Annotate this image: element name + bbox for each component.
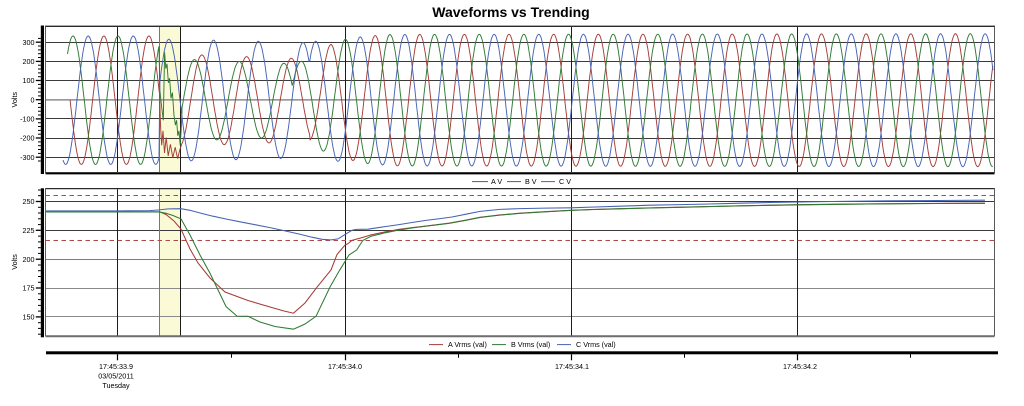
svg-text:C V: C V (559, 177, 571, 186)
svg-text:250: 250 (23, 197, 35, 206)
svg-text:A Vrms (val): A Vrms (val) (448, 340, 487, 349)
svg-text:03/05/2011: 03/05/2011 (98, 372, 133, 381)
svg-text:Waveforms vs Trending: Waveforms vs Trending (432, 4, 589, 20)
svg-text:17:45:33.9: 17:45:33.9 (99, 362, 133, 371)
svg-text:100: 100 (23, 76, 35, 85)
svg-text:B V: B V (525, 177, 537, 186)
svg-text:17:45:34.1: 17:45:34.1 (555, 362, 589, 371)
svg-text:-100: -100 (20, 115, 34, 124)
svg-text:A V: A V (491, 177, 502, 186)
svg-text:0: 0 (31, 95, 35, 104)
svg-text:200: 200 (23, 255, 35, 264)
svg-text:150: 150 (23, 313, 35, 322)
svg-text:-200: -200 (20, 134, 34, 143)
svg-text:Volts: Volts (10, 254, 19, 270)
svg-text:C Vrms (val): C Vrms (val) (576, 340, 616, 349)
svg-text:175: 175 (23, 284, 35, 293)
svg-text:-300: -300 (20, 153, 34, 162)
svg-text:225: 225 (23, 226, 35, 235)
svg-text:17:45:34.2: 17:45:34.2 (783, 362, 817, 371)
svg-text:200: 200 (23, 57, 35, 66)
svg-text:B Vrms (val): B Vrms (val) (511, 340, 550, 349)
svg-text:Volts: Volts (10, 92, 19, 108)
svg-text:17:45:34.0: 17:45:34.0 (328, 362, 362, 371)
svg-text:Tuesday: Tuesday (102, 381, 130, 390)
svg-text:300: 300 (23, 38, 35, 47)
